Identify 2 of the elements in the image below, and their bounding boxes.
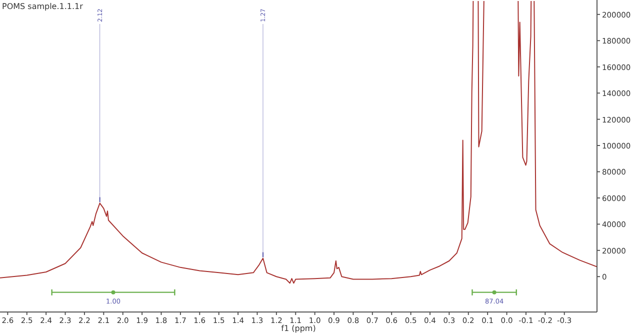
x-axis-title: f1 (ppm) [281,324,316,333]
chart-title: POMS sample.1.1.1r [2,2,84,11]
